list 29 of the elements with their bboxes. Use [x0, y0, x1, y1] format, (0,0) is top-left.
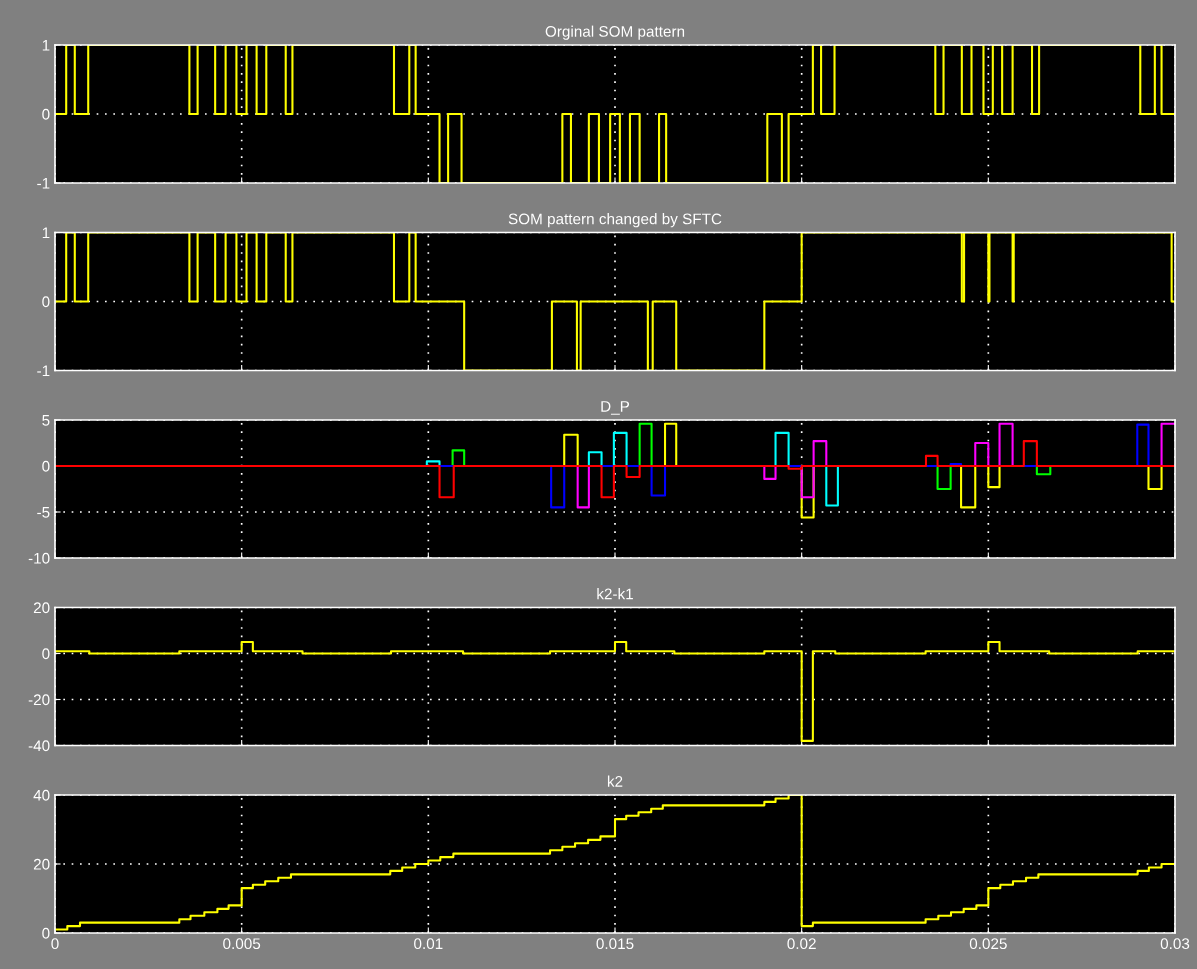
chart-title: D_P	[601, 401, 630, 415]
chart-title: k2-k1	[597, 588, 633, 600]
y-tick-label: 1	[42, 40, 50, 51]
y-tick-label: -10	[28, 552, 50, 564]
y-tick-label: 20	[33, 602, 50, 614]
y-tick-label: 5	[42, 415, 50, 426]
chart-title: SOM pattern changed by SFTC	[508, 213, 722, 228]
y-tick-label: 0	[42, 108, 50, 120]
x-tick-label: 0.005	[223, 938, 261, 950]
y-tick-label: 1	[42, 227, 50, 239]
y-tick-label: 0	[42, 927, 50, 939]
x-tick-label: 0.025	[969, 938, 1007, 950]
y-tick-label: 0	[42, 648, 50, 660]
y-tick-label: -1	[37, 178, 50, 189]
x-tick-label: 0.01	[414, 938, 443, 950]
y-tick-label: 0	[42, 460, 50, 472]
x-tick-label: 0.02	[787, 938, 816, 950]
chart-title: k2	[607, 775, 623, 787]
y-tick-label: 20	[33, 858, 50, 870]
x-tick-label: 0	[51, 938, 59, 950]
chart-title: Orginal SOM pattern	[545, 25, 685, 40]
y-tick-label: -40	[28, 740, 50, 752]
x-tick-label: 0.015	[596, 938, 634, 950]
y-tick-label: 40	[33, 789, 50, 801]
y-tick-label: -1	[37, 365, 50, 377]
x-tick-label: 0.03	[1160, 938, 1190, 950]
y-tick-label: 0	[42, 296, 50, 308]
y-tick-label: -20	[28, 694, 50, 706]
y-tick-label: -5	[37, 507, 50, 518]
